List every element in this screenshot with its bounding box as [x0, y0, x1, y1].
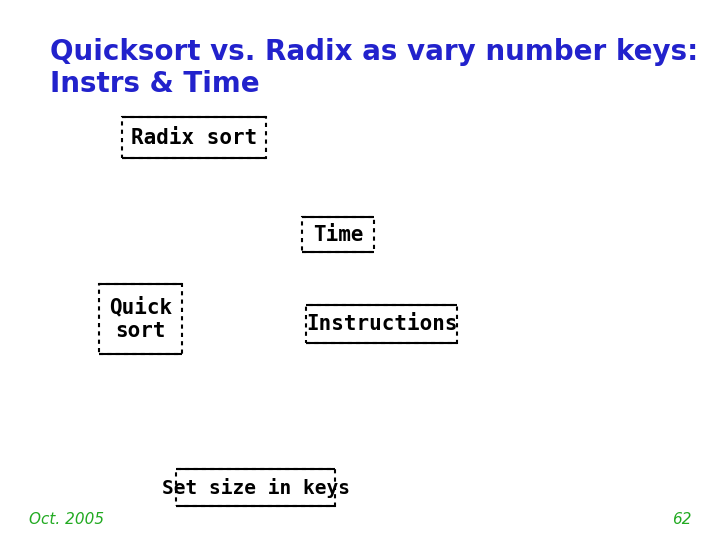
Bar	[306, 305, 457, 343]
Text: Set size in keys: Set size in keys	[161, 477, 350, 498]
Text: Quick
sort: Quick sort	[109, 296, 172, 341]
Bar	[176, 469, 335, 506]
Bar	[122, 117, 266, 158]
Bar	[99, 284, 181, 354]
Text: 62: 62	[672, 511, 691, 526]
Text: Time: Time	[313, 225, 364, 245]
Text: Radix sort: Radix sort	[131, 127, 258, 148]
Text: Oct. 2005: Oct. 2005	[29, 511, 104, 526]
Text: Instructions: Instructions	[306, 314, 457, 334]
Bar	[302, 217, 374, 252]
Text: Quicksort vs. Radix as vary number keys:
Instrs & Time: Quicksort vs. Radix as vary number keys:…	[50, 38, 698, 98]
